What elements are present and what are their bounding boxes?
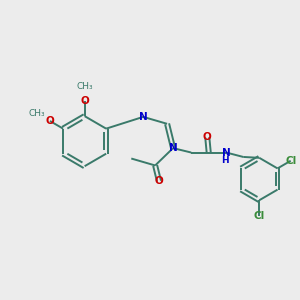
Text: Cl: Cl — [254, 211, 265, 220]
Text: CH₃: CH₃ — [76, 82, 93, 91]
Text: O: O — [80, 96, 89, 106]
Text: N: N — [222, 148, 231, 158]
Text: Cl: Cl — [285, 156, 296, 166]
Text: O: O — [203, 132, 212, 142]
Text: O: O — [154, 176, 164, 186]
Text: H: H — [221, 156, 229, 165]
Text: CH₃: CH₃ — [29, 109, 46, 118]
Text: N: N — [169, 143, 177, 153]
Text: O: O — [46, 116, 54, 126]
Text: N: N — [139, 112, 148, 122]
